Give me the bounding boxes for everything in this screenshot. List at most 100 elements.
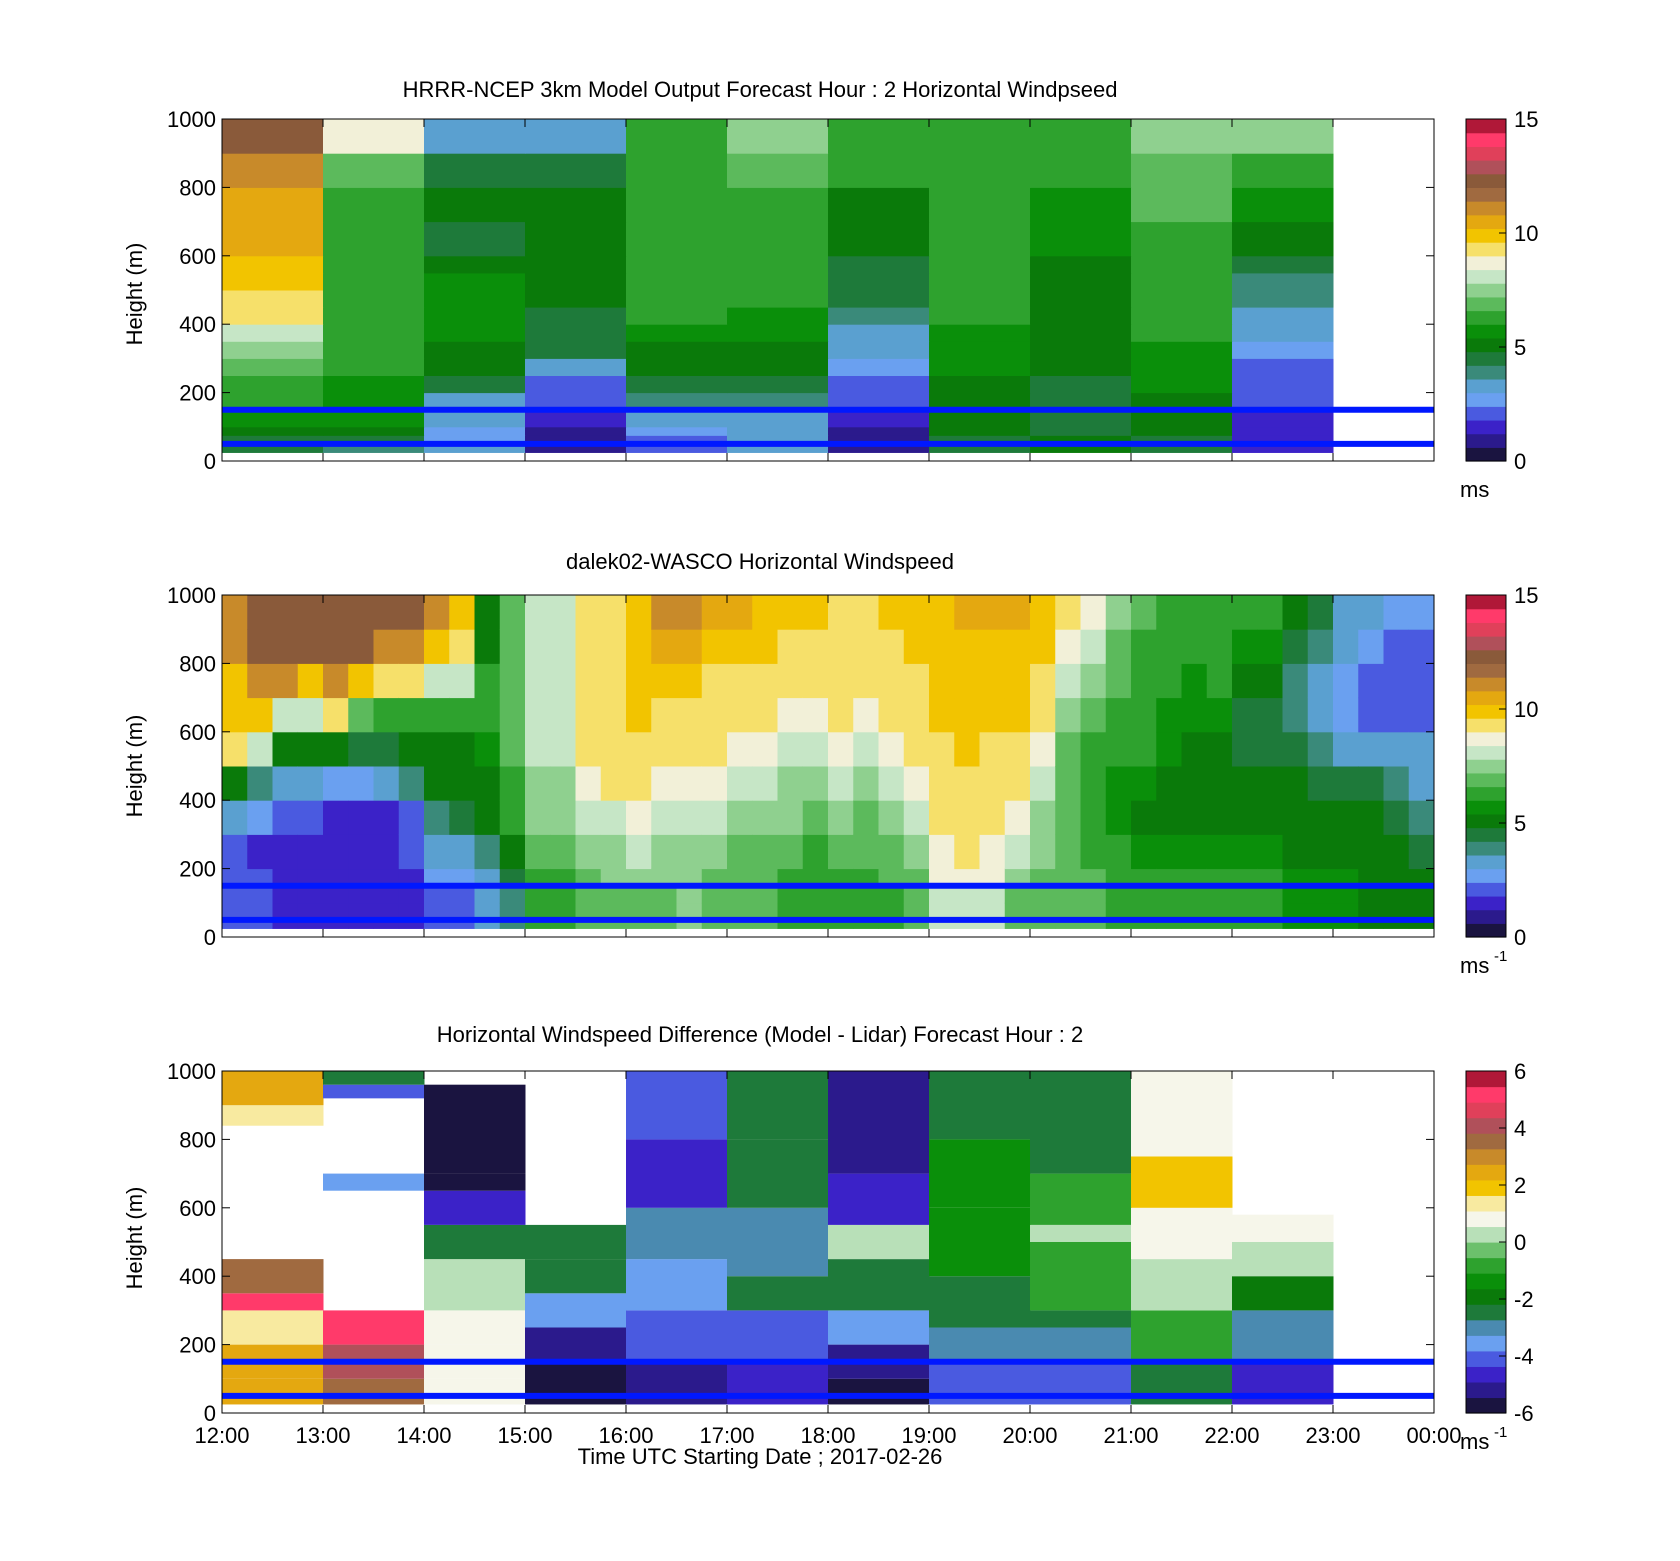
heatmap-cell: [1105, 595, 1132, 630]
colorbar-swatch: [1466, 1397, 1506, 1414]
heatmap-cell: [1080, 919, 1107, 929]
heatmap-cell: [802, 868, 829, 887]
heatmap-cell: [247, 663, 273, 699]
heatmap-cell: [474, 629, 501, 664]
heatmap-cell: [1333, 595, 1359, 630]
heatmap-cell: [1181, 868, 1208, 887]
x-tick-label: 13:00: [295, 1423, 350, 1448]
heatmap-cell: [727, 1071, 829, 1140]
heatmap-cell: [1055, 800, 1081, 835]
heatmap-cell: [600, 766, 627, 801]
heatmap-cell: [828, 221, 930, 257]
heatmap-cell: [424, 426, 526, 436]
heatmap-cell: [929, 1071, 1031, 1140]
heatmap-cell: [348, 868, 374, 887]
heatmap-cell: [1333, 766, 1359, 801]
heatmap-cell: [1181, 902, 1208, 921]
heatmap-cell: [323, 272, 425, 291]
heatmap-cell: [1030, 731, 1056, 767]
colorbar-swatch: [1466, 1242, 1506, 1259]
heatmap-cell: [550, 885, 576, 904]
heatmap-cell: [777, 868, 804, 887]
heatmap-cell: [1156, 663, 1182, 699]
heatmap-cell: [1232, 663, 1258, 699]
heatmap-cell: [1257, 868, 1283, 887]
heatmap-cell: [600, 919, 627, 929]
heatmap-cell: [1232, 868, 1258, 887]
heatmap-cell: [272, 868, 299, 887]
colorbar-swatch: [1466, 173, 1506, 188]
heatmap-cell: [1004, 868, 1031, 887]
heatmap-cell: [929, 1139, 1031, 1208]
heatmap-cell: [1358, 834, 1384, 870]
heatmap-cell: [1004, 800, 1031, 835]
heatmap-cell: [1232, 595, 1258, 630]
heatmap-cell: [499, 731, 526, 767]
heatmap-cell: [449, 885, 475, 904]
heatmap-cell: [449, 731, 475, 767]
heatmap-cell: [828, 426, 930, 436]
colorbar-swatch: [1466, 1071, 1506, 1088]
heatmap-cell: [272, 663, 299, 699]
colorbar-swatch: [1466, 731, 1506, 747]
heatmap-cell: [777, 766, 804, 801]
colorbar-swatch: [1466, 283, 1506, 298]
heatmap-cell: [727, 1310, 829, 1362]
heatmap-cell: [929, 435, 1031, 445]
colorbar-swatch: [1466, 187, 1506, 202]
colorbar-swatch: [1466, 214, 1506, 230]
colorbar-swatch: [1466, 1210, 1506, 1228]
heatmap-cell: [449, 766, 475, 801]
colorbar-swatch: [1466, 255, 1506, 271]
heatmap-cell: [1131, 119, 1233, 154]
heatmap-cell: [802, 595, 829, 630]
heatmap-cell: [1307, 731, 1334, 767]
heatmap-cell: [1408, 868, 1435, 887]
heatmap-cell: [424, 800, 450, 835]
heatmap-cell: [1131, 358, 1233, 376]
heatmap-cell: [550, 629, 576, 664]
colorbar: 0 5 10 15 ms -1: [1460, 583, 1538, 978]
panel-diff-ylabel: Height (m): [122, 1187, 147, 1290]
heatmap-cell: [878, 766, 905, 801]
heatmap-cell: [424, 358, 526, 376]
heatmap-cell: [626, 1259, 728, 1311]
heatmap-cell: [626, 834, 652, 870]
heatmap-cell: [1232, 375, 1334, 394]
heatmap-cell: [323, 902, 349, 921]
heatmap-cell: [449, 629, 475, 664]
heatmap-cell: [626, 375, 728, 394]
heatmap-cell: [626, 290, 728, 308]
panel-lidar-title: dalek02-WASCO Horizontal Windspeed: [566, 549, 954, 574]
heatmap-cell: [600, 885, 627, 904]
heatmap-cell: [222, 766, 248, 801]
colorbar-swatch: [1466, 800, 1506, 815]
heatmap-cell: [499, 868, 526, 887]
heatmap-cell: [701, 902, 728, 921]
heatmap-cell: [828, 119, 930, 154]
heatmap-cell: [1206, 629, 1233, 664]
heatmap-cell: [828, 919, 854, 929]
heatmap-cell: [676, 919, 703, 929]
colorbar-swatch: [1466, 923, 1506, 938]
heatmap-cell: [1383, 902, 1410, 921]
heatmap-cell: [474, 663, 501, 699]
heatmap-cell: [1030, 409, 1132, 428]
heatmap-cell: [1358, 663, 1384, 699]
colorbar-swatch: [1466, 433, 1506, 448]
heatmap-cell: [474, 766, 501, 801]
y-tick-label: 0: [204, 449, 216, 474]
heatmap-cell: [1358, 766, 1384, 801]
heatmap-cell: [1030, 324, 1132, 342]
heatmap-cell: [424, 902, 450, 921]
heatmap-cell: [1055, 834, 1081, 870]
panel-3-plot: 0 200 400 600 800 1000 12:00 13:00 14:00 15:00 16:…: [167, 1059, 1534, 1454]
heatmap-cell: [1307, 766, 1334, 801]
heatmap-cell: [878, 800, 905, 835]
heatmap-cell: [626, 255, 728, 274]
heatmap-cell: [222, 119, 324, 154]
heatmap-cell: [1156, 629, 1182, 664]
heatmap-cell: [777, 902, 804, 921]
heatmap-cell: [600, 731, 627, 767]
heatmap-cell: [903, 902, 930, 921]
